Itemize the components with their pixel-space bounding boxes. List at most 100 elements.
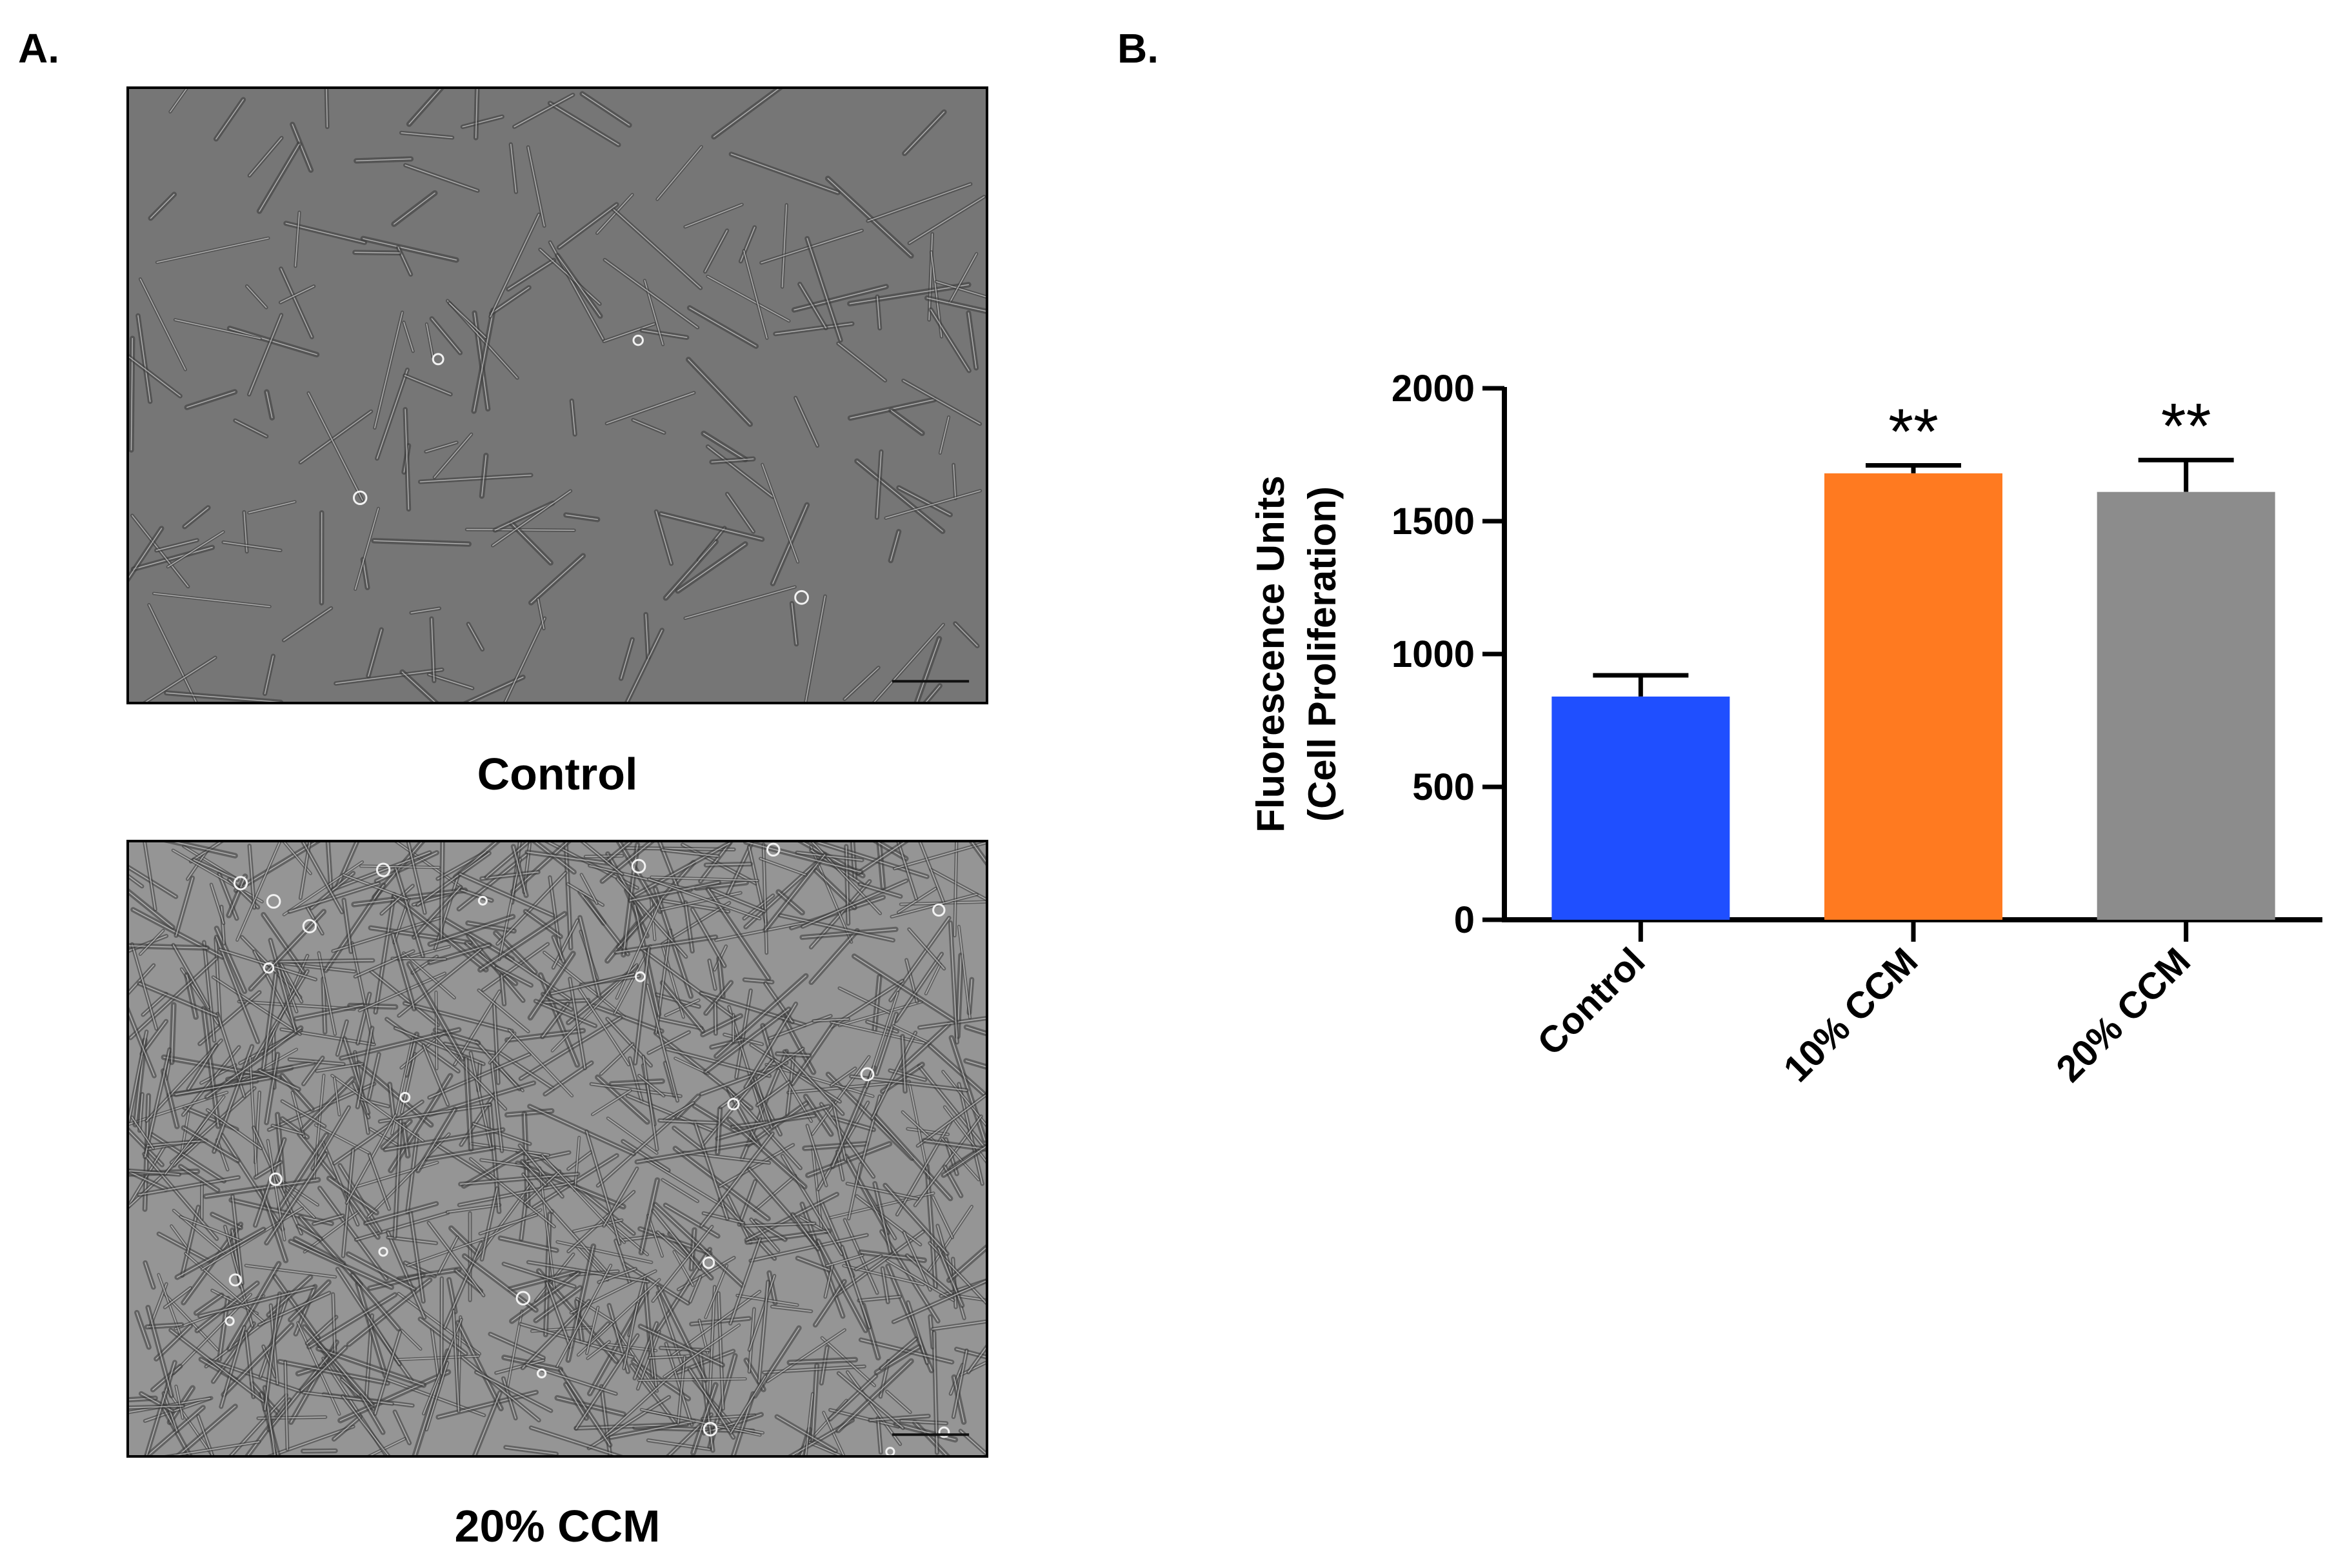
cell-highlight (932, 1196, 953, 1238)
cell-highlight (479, 1214, 537, 1235)
cell-highlight (535, 1000, 596, 1027)
cell-highlight (856, 1195, 921, 1245)
cell (795, 1255, 832, 1273)
cell-highlight (238, 1001, 355, 1010)
cell-highlight (228, 876, 246, 916)
cell-highlight (348, 1253, 415, 1290)
cell (637, 1324, 726, 1368)
cell (181, 1125, 241, 1164)
cell-highlight (301, 1347, 346, 1391)
cell (527, 1104, 637, 1156)
cell-highlight (535, 842, 575, 873)
cell-highlight (341, 1029, 460, 1059)
cell (488, 285, 532, 316)
cell-highlight (553, 937, 564, 962)
x-tick-label: Control (1530, 940, 1653, 1064)
cell (477, 911, 568, 973)
cell (870, 1030, 918, 1121)
round-cell (378, 1247, 388, 1257)
cell-highlight (703, 1414, 762, 1434)
cell-highlight (457, 1322, 502, 1409)
cell (810, 842, 883, 915)
cell (906, 1127, 950, 1136)
cell (214, 935, 261, 1044)
cell (686, 305, 759, 349)
micrograph-control-caption: Control (477, 749, 638, 799)
cell-highlight (581, 93, 630, 126)
cell (205, 1107, 263, 1151)
cell (673, 1349, 736, 1376)
cell-highlight (508, 1029, 573, 1097)
cell-highlight (926, 297, 986, 312)
cell-highlight (139, 982, 217, 1017)
cell (501, 1262, 577, 1289)
cell-highlight (848, 1163, 861, 1220)
cell (655, 1016, 704, 1031)
cell-highlight (234, 420, 267, 437)
cell-highlight (219, 873, 237, 919)
cell (442, 1240, 484, 1330)
cell-highlight (953, 1350, 968, 1418)
cell (447, 301, 488, 340)
cell (713, 920, 810, 942)
round-cell (885, 1447, 895, 1455)
cell-highlight (652, 1210, 701, 1269)
cell-highlight (703, 433, 746, 460)
cell-highlight (542, 1003, 568, 1038)
cell-highlight (932, 1321, 986, 1330)
cell-highlight (214, 1046, 253, 1153)
cell-highlight (511, 1273, 579, 1322)
cell (314, 1062, 364, 1073)
cell (663, 1323, 741, 1379)
cell-highlight (849, 284, 970, 304)
cell-highlight (719, 1144, 794, 1187)
cell-highlight (876, 451, 882, 519)
cell (130, 544, 215, 572)
cell (830, 1099, 848, 1162)
cell (639, 947, 738, 1021)
cell (301, 1324, 375, 1408)
cell-highlight (719, 1047, 804, 1108)
cell (963, 1058, 986, 1070)
round-cell (631, 858, 646, 874)
cell (401, 1122, 411, 1159)
cell (129, 943, 210, 951)
cell (663, 1101, 695, 1122)
cell (191, 857, 240, 882)
cell-highlight (715, 975, 807, 1057)
cell (874, 449, 884, 520)
cell-highlight (902, 1036, 906, 1092)
cell (448, 1225, 481, 1257)
cell-highlight (870, 1415, 929, 1421)
significance-marker: ** (2161, 390, 2211, 462)
cell (902, 1230, 932, 1292)
cell-highlight (178, 1405, 236, 1455)
cell (424, 1145, 497, 1162)
cell (143, 1260, 156, 1290)
cell (706, 274, 791, 323)
cell (481, 942, 550, 993)
cell (517, 1143, 564, 1199)
cell (508, 1270, 581, 1324)
cell (923, 683, 943, 702)
cell-highlight (315, 1124, 370, 1154)
cell (248, 1055, 259, 1178)
cell (197, 1284, 316, 1319)
cell-highlight (181, 1112, 189, 1153)
cell-highlight (658, 1286, 706, 1381)
cell (274, 958, 375, 964)
cell-highlight (857, 842, 905, 874)
cell-highlight (236, 842, 281, 941)
cell (566, 1189, 636, 1254)
cell-highlight (707, 275, 790, 322)
cell (478, 1213, 539, 1236)
cell-highlight (901, 1024, 950, 1069)
cell-highlight (830, 1375, 877, 1420)
cell (599, 1042, 635, 1077)
cell-highlight (958, 1083, 983, 1185)
cell (257, 1067, 301, 1092)
cell (747, 1274, 777, 1352)
cell (366, 1132, 451, 1219)
cell-highlight (705, 1008, 790, 1073)
cell-highlight (727, 842, 752, 895)
